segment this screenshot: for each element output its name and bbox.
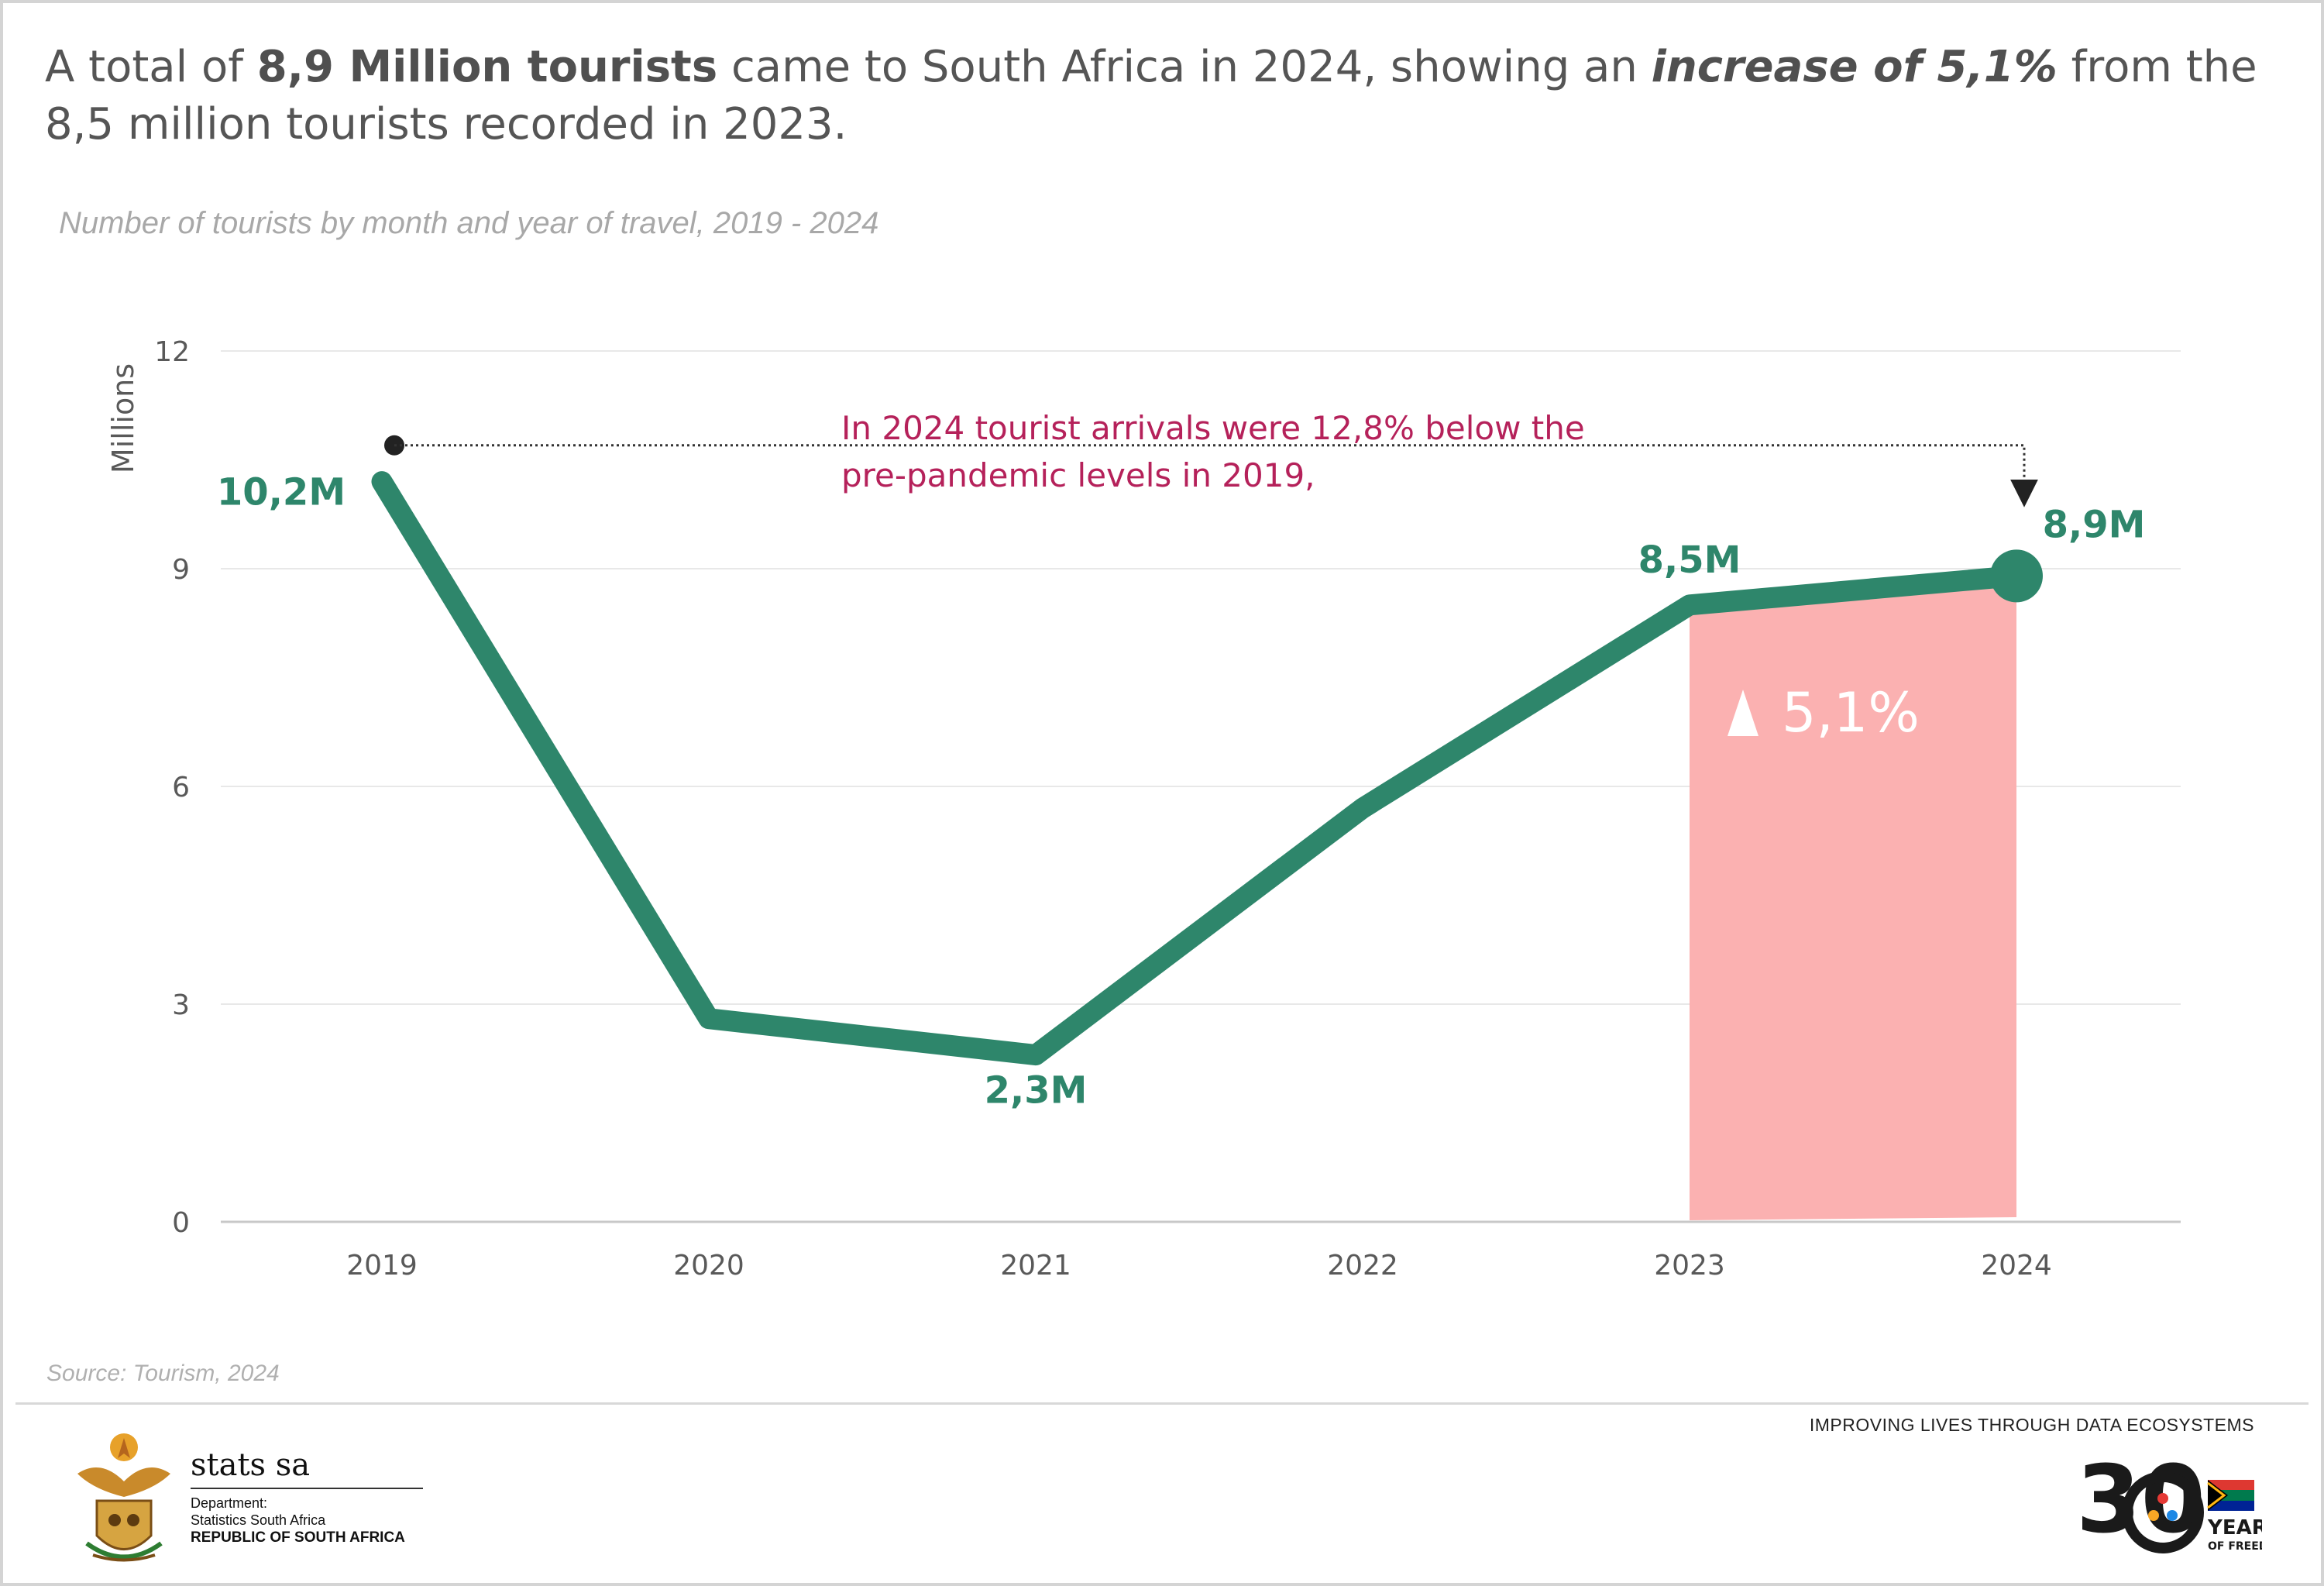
triangle-up-icon: [1728, 690, 1758, 736]
axis-group: 0 3 6 9 12 2019 2020 2021 2022 2023 2024 Millions: [106, 336, 2052, 1282]
highlight-area-group: 5,1%: [1690, 576, 2016, 1220]
x-tick-label: 2019: [346, 1250, 418, 1282]
highlight-area: [1690, 576, 2016, 1220]
headline-text-1: A total of: [45, 42, 257, 92]
tagline: IMPROVING LIVES THROUGH DATA ECOSYSTEMS: [1809, 1415, 2254, 1435]
data-label: 8,5M: [1638, 538, 1741, 582]
y-tick-label: 12: [154, 336, 190, 368]
headline-bold-1: 8,9 Million tourists: [256, 42, 718, 92]
badge-line-1: YEARS: [2207, 1516, 2262, 1540]
data-label: 8,9M: [2043, 503, 2146, 546]
series-line-group: [371, 471, 2043, 1066]
y-tick-label: 0: [172, 1207, 190, 1239]
x-tick-label: 2023: [1654, 1250, 1725, 1282]
y-tick-label: 3: [172, 989, 190, 1021]
annotation-arrow: [394, 444, 2038, 507]
x-tick-label: 2024: [1981, 1250, 2052, 1282]
series-line: [371, 471, 2027, 1066]
line-chart: 5,1% In 2024 tourist arrivals were 12,8%…: [106, 336, 2181, 1282]
y-tick-label: 6: [172, 772, 190, 803]
headline: A total of 8,9 Million tourists came to …: [45, 39, 2307, 153]
annotation-group: In 2024 tourist arrivals were 12,8% belo…: [384, 409, 2038, 507]
x-tick-label: 2020: [673, 1250, 744, 1282]
data-labels-group: 10,2M 2,3M 8,5M 8,9M: [217, 471, 2146, 1113]
x-tick-label: 2021: [1000, 1250, 1071, 1282]
data-point: [1990, 549, 2043, 603]
footer-divider: [15, 1402, 2309, 1405]
org-department-label: Department:: [191, 1495, 268, 1511]
org-divider: [191, 1488, 423, 1489]
org-name: stats sa: [191, 1447, 311, 1483]
data-label: 10,2M: [217, 471, 346, 514]
org-country: REPUBLIC OF SOUTH AFRICA: [191, 1529, 405, 1546]
org-department-name: Statistics South Africa: [191, 1512, 326, 1528]
annotation-line-1: In 2024 tourist arrivals were 12,8% belo…: [841, 409, 1585, 447]
headline-bold-italic: increase of 5,1%: [1651, 42, 2058, 92]
30-years-logo-icon: 30 YEARS OF FREEDOM: [2076, 1447, 2262, 1554]
y-axis-label: Millions: [106, 363, 140, 473]
y-tick-label: 9: [172, 554, 190, 586]
headline-text-3: from the 8,5 million tourists recorded i…: [45, 42, 2257, 150]
headline-text-2: came to South Africa in 2024, showing an: [717, 42, 1652, 92]
data-label: 2,3M: [985, 1069, 1088, 1113]
highlight-label: 5,1%: [1782, 681, 1920, 745]
badge-line-2: OF FREEDOM: [2208, 1540, 2262, 1553]
chart-subtitle: Number of tourists by month and year of …: [59, 206, 879, 240]
coat-of-arms-icon: [77, 1433, 170, 1562]
x-tick-label: 2022: [1327, 1250, 1398, 1282]
source-note: Source: Tourism, 2024: [46, 1361, 280, 1386]
annotation-line-2: pre-pandemic levels in 2019,: [841, 456, 1315, 494]
